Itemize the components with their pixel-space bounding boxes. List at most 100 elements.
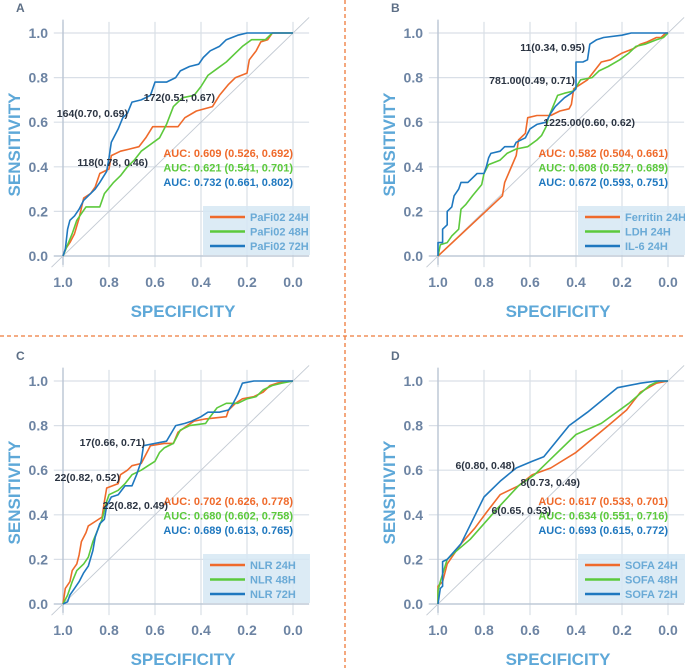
auc-label: AUC: 0.608 (0.527, 0.689) xyxy=(538,163,668,175)
y-tick-label: 1.0 xyxy=(404,25,424,41)
legend-label: IL-6 24H xyxy=(625,241,668,253)
y-tick-label: 1.0 xyxy=(29,373,49,389)
cutoff-annotation: 164(0.70, 0.69) xyxy=(57,108,128,120)
x-tick-label: 0.0 xyxy=(283,274,303,290)
x-tick-label: 0.8 xyxy=(474,274,494,290)
roc-curve-il-6-24h xyxy=(437,32,668,256)
x-tick-label: 1.0 xyxy=(428,274,448,290)
roc-curve-ldh-24h xyxy=(437,32,669,257)
roc-curve-sofa-48h xyxy=(437,380,668,604)
cutoff-annotation: 6(0.65, 0.53) xyxy=(491,505,551,517)
x-tick-label: 0.0 xyxy=(283,622,303,638)
roc-curve-nlr-24h xyxy=(62,380,293,605)
y-tick-label: 0.0 xyxy=(29,248,49,264)
roc-panel-a: A 0.0 0.2 0.4 0.6 0.8 1.0 1.0 0.8 0.6 0.4 0.2 0.0 SPE… xyxy=(5,1,310,321)
legend-label: PaFi02 48H xyxy=(250,227,309,239)
cutoff-annotation: 22(0.82, 0.52) xyxy=(55,472,120,484)
roc-curve-nlr-48h xyxy=(62,380,294,605)
roc-curve-nlr-72h xyxy=(62,380,293,605)
legend-label: LDH 24H xyxy=(625,227,671,239)
x-tick-label: 1.0 xyxy=(428,622,448,638)
y-tick-label: 1.0 xyxy=(29,25,49,41)
roc-curve-sofa-72h xyxy=(437,380,668,605)
auc-label: AUC: 0.732 (0.661, 0.802) xyxy=(163,177,293,189)
roc-curve-pafi02-48h xyxy=(62,32,293,257)
y-tick-label: 0.8 xyxy=(404,418,424,434)
roc-panel-b: B 0.0 0.2 0.4 0.6 0.8 1.0 1.0 0.8 0.6 0.4 0.2 0.0 SPE… xyxy=(380,1,685,321)
legend-label: Ferritin 24H xyxy=(625,212,685,224)
x-tick-label: 0.4 xyxy=(191,274,211,290)
x-tick-label: 0.8 xyxy=(474,622,494,638)
auc-label: AUC: 0.672 (0.593, 0.751) xyxy=(538,177,668,189)
auc-label: AUC: 0.617 (0.533, 0.701) xyxy=(538,496,668,508)
x-tick-label: 0.6 xyxy=(145,622,165,638)
y-tick-label: 0.2 xyxy=(404,203,424,219)
x-tick-label: 0.8 xyxy=(99,622,119,638)
cutoff-annotation: 118(0.78, 0.46) xyxy=(77,157,148,169)
y-tick-label: 0.4 xyxy=(29,159,49,175)
y-axis-label: SENSITIVITY xyxy=(380,92,399,197)
y-tick-label: 0.6 xyxy=(404,114,424,130)
cutoff-annotation: 17(0.66, 0.71) xyxy=(80,437,145,449)
panel-letter: C xyxy=(16,349,25,363)
y-tick-label: 1.0 xyxy=(404,373,424,389)
y-tick-label: 0.0 xyxy=(404,248,424,264)
x-tick-label: 0.6 xyxy=(520,274,540,290)
x-tick-label: 0.6 xyxy=(145,274,165,290)
y-tick-label: 0.6 xyxy=(29,114,49,130)
x-tick-label: 1.0 xyxy=(53,274,73,290)
panel-letter: B xyxy=(391,1,400,15)
cutoff-annotation: 22(0.82, 0.49) xyxy=(103,500,168,512)
y-tick-label: 0.6 xyxy=(404,462,424,478)
roc-panel-c: C 0.0 0.2 0.4 0.6 0.8 1.0 1.0 0.8 0.6 0.4 0.2 0.0 SPE… xyxy=(5,349,310,668)
y-tick-label: 0.8 xyxy=(29,70,49,86)
legend-label: NLR 72H xyxy=(250,589,296,601)
cutoff-annotation: 172(0.51, 0.67) xyxy=(144,92,215,104)
auc-label: AUC: 0.680 (0.602, 0.758) xyxy=(163,511,293,523)
legend-label: NLR 48H xyxy=(250,575,296,587)
auc-label: AUC: 0.634 (0.551, 0.716) xyxy=(538,511,668,523)
auc-label: AUC: 0.693 (0.615, 0.772) xyxy=(538,525,668,537)
x-tick-label: 0.2 xyxy=(237,622,257,638)
legend-label: SOFA 48H xyxy=(625,575,678,587)
x-tick-label: 0.0 xyxy=(658,622,678,638)
y-axis-label: SENSITIVITY xyxy=(5,440,24,545)
y-tick-label: 0.4 xyxy=(404,159,424,175)
panel-letter: A xyxy=(16,1,25,15)
legend-label: NLR 24H xyxy=(250,560,296,572)
x-axis-label: SPECIFICITY xyxy=(131,302,237,321)
y-tick-label: 0.2 xyxy=(404,551,424,567)
auc-label: AUC: 0.582 (0.504, 0.661) xyxy=(538,148,668,160)
auc-label: AUC: 0.702 (0.626, 0.778) xyxy=(163,496,293,508)
y-tick-label: 0.2 xyxy=(29,551,49,567)
y-tick-label: 0.6 xyxy=(29,462,49,478)
x-axis-label: SPECIFICITY xyxy=(131,650,237,668)
y-tick-label: 0.4 xyxy=(404,507,424,523)
reference-diagonal xyxy=(51,365,310,616)
x-tick-label: 0.2 xyxy=(237,274,257,290)
y-tick-label: 0.0 xyxy=(29,596,49,612)
roc-curve-pafi02-72h xyxy=(62,32,293,257)
x-axis-label: SPECIFICITY xyxy=(506,650,612,668)
cutoff-annotation: 781.00(0.49, 0.71) xyxy=(489,75,575,87)
cutoff-annotation: 1225.00(0.60, 0.62) xyxy=(543,117,635,129)
x-tick-label: 0.4 xyxy=(566,622,586,638)
x-tick-label: 0.2 xyxy=(612,622,632,638)
y-tick-label: 0.4 xyxy=(29,507,49,523)
auc-label: AUC: 0.621 (0.541, 0.701) xyxy=(163,163,293,175)
x-tick-label: 0.2 xyxy=(612,274,632,290)
cutoff-annotation: 11(0.34, 0.95) xyxy=(520,42,585,54)
x-tick-label: 1.0 xyxy=(53,622,73,638)
x-tick-label: 0.4 xyxy=(566,274,586,290)
y-axis-label: SENSITIVITY xyxy=(5,92,24,197)
y-tick-label: 0.8 xyxy=(404,70,424,86)
legend-label: SOFA 24H xyxy=(625,560,678,572)
panel-letter: D xyxy=(391,349,400,363)
y-tick-label: 0.2 xyxy=(29,203,49,219)
auc-label: AUC: 0.689 (0.613, 0.765) xyxy=(163,525,293,537)
y-axis-label: SENSITIVITY xyxy=(380,440,399,545)
y-tick-label: 0.8 xyxy=(29,418,49,434)
x-tick-label: 0.4 xyxy=(191,622,211,638)
legend-label: SOFA 72H xyxy=(625,589,678,601)
